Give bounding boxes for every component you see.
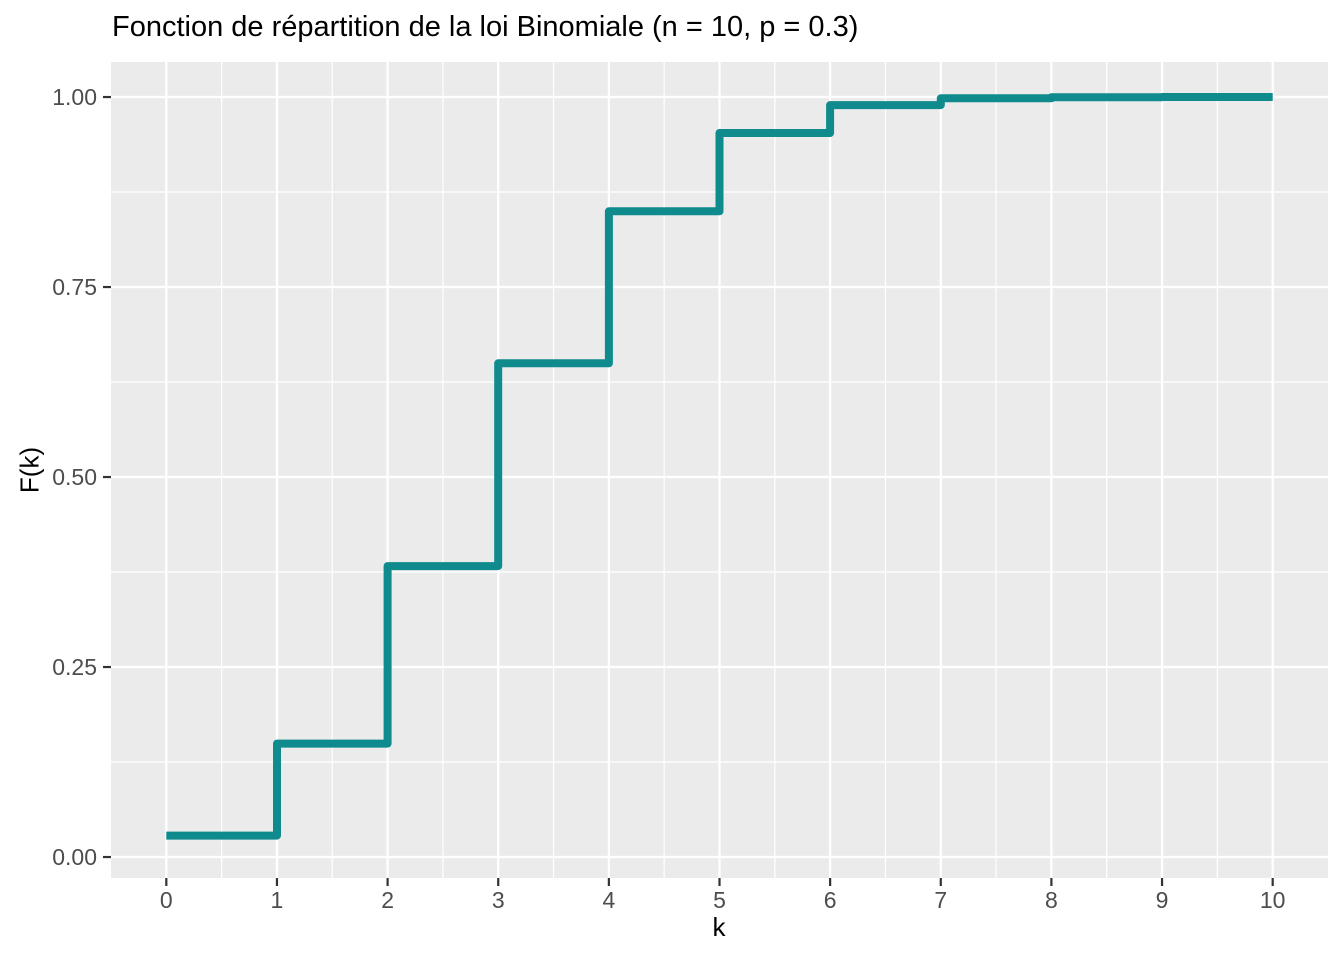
x-tick-label: 2 <box>381 887 394 913</box>
x-tick-label: 8 <box>1045 887 1058 913</box>
x-tick-label: 7 <box>934 887 947 913</box>
x-tick-label: 10 <box>1260 887 1286 913</box>
cdf-step-line <box>166 93 1273 840</box>
x-tick-label: 5 <box>713 887 726 913</box>
y-tick-label: 1.00 <box>52 84 97 110</box>
chart-title: Fonction de répartition de la loi Binomi… <box>112 11 859 43</box>
x-tick-label: 0 <box>160 887 173 913</box>
y-tick-label: 0.00 <box>52 844 97 870</box>
y-tick-label: 0.25 <box>52 654 97 680</box>
x-tick-label: 9 <box>1156 887 1169 913</box>
x-tick-label: 4 <box>602 887 615 913</box>
x-tick-label: 1 <box>271 887 284 913</box>
y-tick-label: 0.50 <box>52 464 97 490</box>
x-tick-label: 3 <box>492 887 505 913</box>
y-tick-label: 0.75 <box>52 274 97 300</box>
x-axis-title: k <box>712 912 726 942</box>
x-tick-label: 6 <box>824 887 837 913</box>
